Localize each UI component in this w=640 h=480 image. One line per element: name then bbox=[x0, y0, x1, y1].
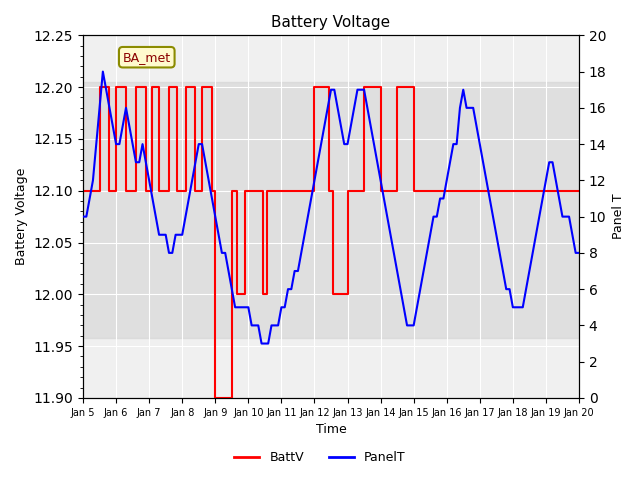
Text: BA_met: BA_met bbox=[123, 51, 171, 64]
Title: Battery Voltage: Battery Voltage bbox=[271, 15, 390, 30]
Y-axis label: Battery Voltage: Battery Voltage bbox=[15, 168, 28, 265]
X-axis label: Time: Time bbox=[316, 423, 346, 436]
Legend: BattV, PanelT: BattV, PanelT bbox=[229, 446, 411, 469]
Bar bbox=[83, 82, 579, 338]
Y-axis label: Panel T: Panel T bbox=[612, 194, 625, 240]
